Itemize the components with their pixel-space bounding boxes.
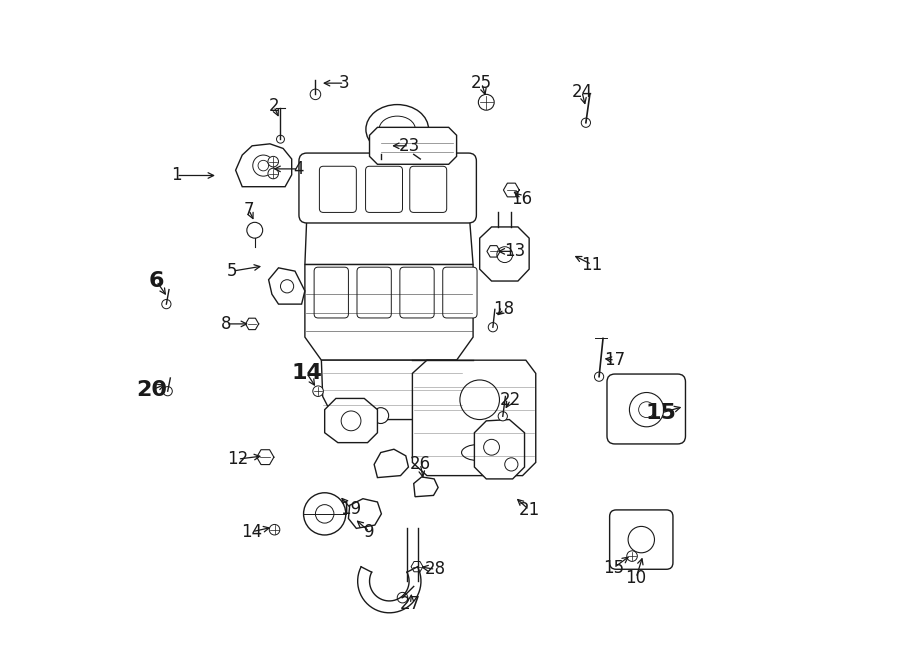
Text: 2: 2 xyxy=(268,97,279,115)
Polygon shape xyxy=(414,477,438,496)
FancyBboxPatch shape xyxy=(400,267,434,318)
Circle shape xyxy=(595,372,604,381)
Text: 12: 12 xyxy=(227,450,248,468)
Circle shape xyxy=(483,440,500,455)
Circle shape xyxy=(341,411,361,431)
Text: 21: 21 xyxy=(518,501,540,519)
Polygon shape xyxy=(374,449,409,478)
Circle shape xyxy=(281,280,293,293)
Circle shape xyxy=(303,492,346,535)
Circle shape xyxy=(268,157,278,167)
Circle shape xyxy=(247,222,263,238)
Circle shape xyxy=(268,169,278,178)
Polygon shape xyxy=(412,360,536,476)
Text: 22: 22 xyxy=(500,391,521,408)
Text: 3: 3 xyxy=(339,74,350,92)
FancyBboxPatch shape xyxy=(607,374,686,444)
Circle shape xyxy=(313,386,323,397)
Circle shape xyxy=(276,136,284,143)
FancyBboxPatch shape xyxy=(320,167,356,212)
Polygon shape xyxy=(325,399,377,443)
Text: 13: 13 xyxy=(504,243,526,260)
Polygon shape xyxy=(321,360,464,420)
Polygon shape xyxy=(348,498,382,528)
Circle shape xyxy=(489,323,498,332)
Polygon shape xyxy=(474,420,525,479)
Circle shape xyxy=(460,380,500,420)
Circle shape xyxy=(397,592,408,603)
Ellipse shape xyxy=(462,444,498,461)
Text: 14: 14 xyxy=(241,523,263,541)
Circle shape xyxy=(626,551,637,561)
Text: 14: 14 xyxy=(292,364,322,383)
FancyBboxPatch shape xyxy=(365,167,402,212)
Circle shape xyxy=(639,402,654,418)
Text: 26: 26 xyxy=(410,455,431,473)
FancyBboxPatch shape xyxy=(357,267,392,318)
Text: 25: 25 xyxy=(471,74,492,92)
Text: 15: 15 xyxy=(603,559,624,577)
Circle shape xyxy=(373,408,389,424)
Circle shape xyxy=(162,299,171,309)
Circle shape xyxy=(581,118,590,128)
Text: 1: 1 xyxy=(171,167,182,184)
Text: 27: 27 xyxy=(400,596,421,613)
Circle shape xyxy=(310,89,320,100)
Polygon shape xyxy=(370,128,456,165)
Text: 4: 4 xyxy=(293,160,303,178)
Text: 28: 28 xyxy=(425,561,446,578)
Polygon shape xyxy=(480,227,529,281)
Circle shape xyxy=(269,524,280,535)
FancyBboxPatch shape xyxy=(314,267,348,318)
Text: 23: 23 xyxy=(399,137,419,155)
Text: 15: 15 xyxy=(645,403,677,423)
FancyBboxPatch shape xyxy=(609,510,673,569)
FancyBboxPatch shape xyxy=(443,267,477,318)
Text: 18: 18 xyxy=(493,300,515,319)
Ellipse shape xyxy=(366,104,428,154)
Circle shape xyxy=(479,95,494,110)
Text: 10: 10 xyxy=(626,569,646,587)
Text: 11: 11 xyxy=(581,256,602,274)
Text: 16: 16 xyxy=(510,190,532,208)
Text: 8: 8 xyxy=(220,315,231,333)
Circle shape xyxy=(163,387,172,396)
Text: 6: 6 xyxy=(148,271,164,291)
Circle shape xyxy=(628,526,654,553)
Circle shape xyxy=(315,504,334,523)
Ellipse shape xyxy=(379,116,416,143)
FancyBboxPatch shape xyxy=(410,167,446,212)
Polygon shape xyxy=(305,264,473,360)
Circle shape xyxy=(505,458,518,471)
Text: 19: 19 xyxy=(340,500,362,518)
Polygon shape xyxy=(305,159,473,264)
Circle shape xyxy=(258,161,268,171)
Text: 17: 17 xyxy=(604,351,626,369)
Circle shape xyxy=(497,247,513,262)
Polygon shape xyxy=(268,268,305,304)
Circle shape xyxy=(629,393,663,427)
Text: 9: 9 xyxy=(364,523,374,541)
Circle shape xyxy=(253,155,274,176)
Text: 7: 7 xyxy=(244,201,254,219)
Polygon shape xyxy=(236,144,292,186)
Text: 24: 24 xyxy=(572,83,592,100)
Text: 20: 20 xyxy=(137,380,167,400)
Circle shape xyxy=(499,412,508,421)
Text: 5: 5 xyxy=(227,262,238,280)
FancyBboxPatch shape xyxy=(299,153,476,223)
